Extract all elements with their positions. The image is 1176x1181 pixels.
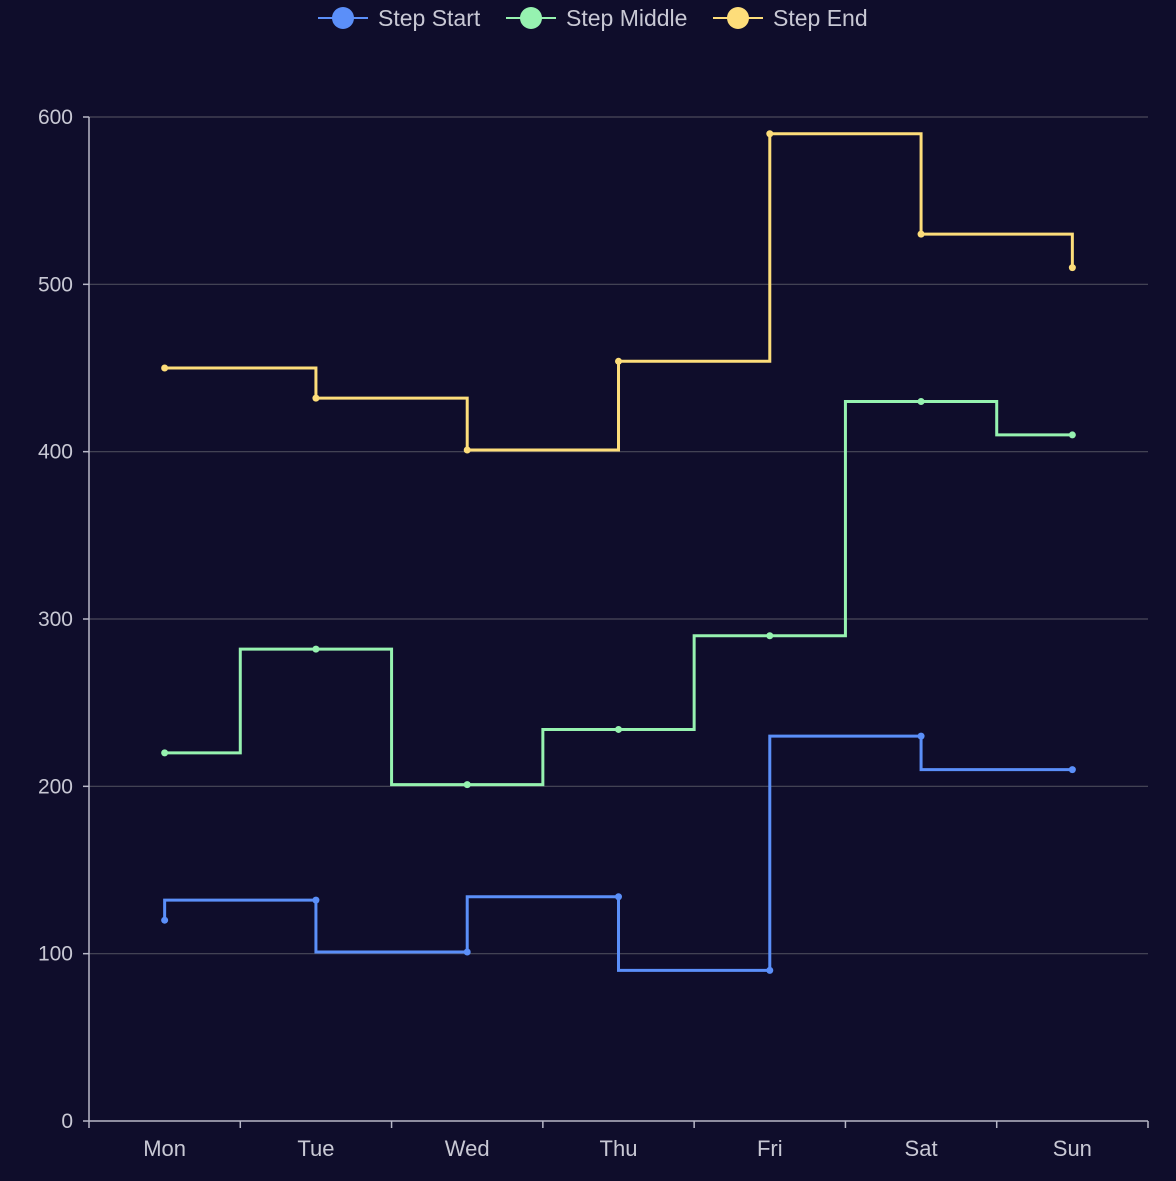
y-tick-label: 200: [38, 775, 73, 798]
series-step-end: [161, 130, 1076, 454]
series-step-start: [161, 732, 1076, 974]
data-point[interactable]: [766, 966, 774, 974]
grid: [89, 116, 1148, 955]
x-tick-label: Mon: [143, 1136, 186, 1161]
series-line: [163, 734, 1073, 972]
legend-label: Step End: [773, 5, 868, 31]
y-tick-label: 600: [38, 106, 73, 129]
data-point[interactable]: [1068, 264, 1076, 272]
axes: 0 100 200 300 400 500 600 Mon Tue Wed Thu Fri Sat Sun: [38, 106, 1149, 1161]
legend-marker-icon: [727, 7, 749, 29]
x-tick-label: Tue: [297, 1136, 334, 1161]
y-tick-label: 400: [38, 441, 73, 464]
data-point[interactable]: [161, 916, 169, 924]
data-point[interactable]: [917, 732, 925, 740]
legend-item[interactable]: Step Start: [318, 5, 481, 31]
series-step-middle: [161, 397, 1076, 789]
legend-marker-icon: [332, 7, 354, 29]
data-point[interactable]: [463, 781, 471, 789]
x-tick-label: Sun: [1053, 1136, 1092, 1161]
data-point[interactable]: [312, 896, 320, 904]
data-point[interactable]: [917, 397, 925, 405]
x-tick-label: Sat: [905, 1136, 938, 1161]
legend-item[interactable]: Step End: [713, 5, 868, 31]
data-point[interactable]: [917, 230, 925, 238]
legend-label: Step Start: [378, 5, 481, 31]
data-point[interactable]: [463, 446, 471, 454]
data-point[interactable]: [312, 394, 320, 402]
data-point[interactable]: [1068, 766, 1076, 774]
y-tick-label: 300: [38, 608, 73, 631]
x-tick-label: Wed: [445, 1136, 490, 1161]
legend-marker-icon: [520, 7, 542, 29]
x-tick-label: Thu: [600, 1136, 638, 1161]
data-point[interactable]: [161, 749, 169, 757]
legend-item[interactable]: Step Middle: [506, 5, 687, 31]
data-point[interactable]: [312, 645, 320, 653]
y-tick-label: 500: [38, 273, 73, 296]
data-point[interactable]: [161, 364, 169, 372]
data-point[interactable]: [1068, 431, 1076, 439]
legend: Step Start Step Middle Step End: [318, 5, 868, 31]
data-point[interactable]: [615, 725, 622, 733]
y-tick-label: 100: [38, 943, 73, 966]
data-point[interactable]: [766, 632, 774, 640]
data-point[interactable]: [463, 948, 471, 956]
legend-label: Step Middle: [566, 5, 687, 31]
y-tick-label: 0: [61, 1110, 73, 1133]
x-tick-label: Fri: [757, 1136, 783, 1161]
data-point[interactable]: [615, 357, 622, 365]
data-point[interactable]: [766, 130, 774, 138]
series: [161, 130, 1076, 974]
data-point[interactable]: [615, 893, 622, 901]
